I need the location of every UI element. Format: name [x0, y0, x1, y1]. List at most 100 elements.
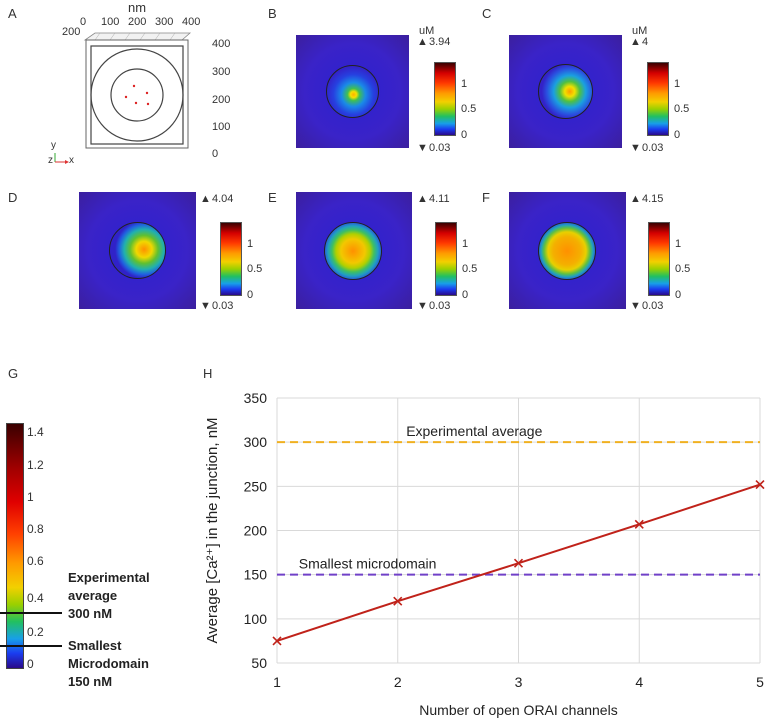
heatmap-max: 3.94	[429, 36, 451, 48]
reference-label-experimental: Experimental average	[406, 423, 542, 439]
smallest-marker-line	[0, 645, 62, 647]
heatmap-min-arrow: ▼	[200, 300, 211, 312]
data-point	[272, 636, 282, 646]
panel-label-c: C	[482, 6, 492, 21]
y-tick-label: 50	[251, 655, 267, 671]
panel-label-f: F	[482, 190, 490, 205]
colorbar-tick: 0.5	[674, 103, 690, 115]
y-tick-label: 300	[244, 434, 268, 450]
panel-a-inner-box	[90, 45, 184, 145]
chart-series	[272, 480, 765, 646]
chart-reference-lines	[277, 441, 760, 576]
colorbar-tick: 0	[674, 129, 681, 141]
experimental-average-label: Experimental average 300 nM	[68, 570, 150, 621]
junction-region	[109, 222, 166, 279]
heatmap-max-arrow: ▲	[417, 36, 428, 48]
heatmap-unit: uM	[632, 25, 648, 37]
heatmap-max-arrow: ▲	[200, 193, 211, 205]
heatmap-image	[296, 192, 412, 309]
panel-a-inner-circle	[110, 68, 164, 122]
x-tick-label: 4	[635, 674, 643, 690]
panel-label-d: D	[8, 190, 18, 205]
heatmap-colorbar	[435, 222, 457, 296]
panel-a-channel	[134, 101, 138, 105]
x-axis-label: Number of open ORAI channels	[419, 702, 617, 718]
junction-region	[326, 65, 379, 118]
y-tick-label: 200	[244, 523, 268, 539]
panel-a-channel	[124, 95, 128, 99]
heatmap-image	[79, 192, 196, 309]
heatmap-colorbar	[434, 62, 456, 136]
panel-a-xtick-400: 400	[182, 16, 201, 28]
heatmap-max: 4.15	[642, 193, 664, 205]
y-tick-label: 150	[244, 567, 268, 583]
panel-label-e: E	[268, 190, 277, 205]
heatmap-image	[296, 35, 409, 148]
junction-region	[538, 64, 593, 119]
heatmap-panel-b: uM ▲ 3.94 1 0.5 0 ▼ 0.03	[290, 20, 500, 160]
colorbar-tick: 1	[675, 238, 682, 250]
panel-a-ytick-0: 0	[212, 148, 219, 160]
x-tick-label: 1	[273, 674, 281, 690]
heatmap-panel-c: uM ▲ 4 1 0.5 0 ▼ 0.03	[503, 20, 713, 160]
experimental-marker-line	[0, 612, 62, 614]
panel-a-axis-z: z	[48, 155, 53, 166]
colorbar-tick: 0.5	[462, 263, 478, 275]
colorbar-tick: 1	[674, 78, 681, 90]
panel-a-axis-x: x	[69, 155, 74, 166]
panel-a-channel	[145, 91, 149, 95]
panel-a-xtick-300: 300	[155, 16, 174, 28]
smallest-microdomain-label: Smallest Microdomain 150 nM	[68, 638, 149, 689]
panel-label-b: B	[268, 6, 277, 21]
heatmap-min-arrow: ▼	[630, 142, 641, 154]
heatmap-colorbar	[647, 62, 669, 136]
heatmap-max-arrow: ▲	[417, 193, 428, 205]
data-point	[393, 596, 403, 606]
heatmap-panel-e: ▲ 4.11 1 0.5 0 ▼ 0.03	[290, 180, 500, 320]
panel-a-ytick-100: 100	[212, 121, 231, 133]
panel-a-channel	[132, 84, 136, 88]
panel-label-a: A	[8, 6, 17, 21]
heatmap-min: 0.03	[429, 142, 451, 154]
colorbar-tick: 1	[27, 490, 34, 504]
panel-label-h: H	[203, 366, 213, 381]
colorbar-tick: 0	[27, 657, 34, 671]
colorbar-tick: 0	[462, 289, 469, 301]
heatmap-min: 0.03	[642, 142, 664, 154]
colorbar-tick: 0	[461, 129, 468, 141]
junction-region	[324, 222, 382, 280]
panel-a-axis-y: y	[51, 140, 56, 151]
heatmap-min-arrow: ▼	[417, 300, 428, 312]
colorbar-tick: 0.8	[27, 522, 44, 536]
panel-a-channel	[146, 102, 150, 106]
data-point	[755, 480, 765, 490]
heatmap-max-arrow: ▲	[630, 36, 641, 48]
heatmap-max: 4.04	[212, 193, 234, 205]
y-tick-label: 100	[244, 611, 268, 627]
panel-a-xtick-0: 0	[80, 16, 87, 28]
colorbar-tick: 0.2	[27, 625, 44, 639]
panel-a-xtick-100: 100	[101, 16, 120, 28]
heatmap-min: 0.03	[642, 300, 664, 312]
x-tick-label: 5	[756, 674, 764, 690]
y-axis-label: Average [Ca²⁺] in the junction, nM	[204, 417, 221, 643]
panel-a-ytick-200: 200	[212, 94, 231, 106]
y-tick-label: 350	[244, 390, 268, 406]
reference-label-smallest: Smallest microdomain	[299, 556, 437, 572]
heatmap-min: 0.03	[212, 300, 234, 312]
panel-a-drawing	[54, 32, 192, 164]
heatmap-panel-f: ▲ 4.15 1 0.5 0 ▼ 0.03	[503, 180, 713, 320]
heatmap-colorbar	[648, 222, 670, 296]
heatmap-min: 0.03	[429, 300, 451, 312]
chart-ticks: 50 100 150 200 250 300 350 1 2 3 4 5	[244, 390, 764, 690]
heatmap-min-arrow: ▼	[417, 142, 428, 154]
colorbar-tick: 1	[462, 238, 469, 250]
heatmap-max: 4.11	[429, 193, 450, 205]
colorbar-tick: 1	[461, 78, 468, 90]
panel-a-xtick-200: 200	[128, 16, 147, 28]
colorbar-tick: 1.4	[27, 425, 44, 439]
junction-region	[538, 222, 596, 280]
panel-a-left-tick: 200	[62, 26, 81, 38]
colorbar-tick: 0.5	[247, 263, 263, 275]
colorbar-tick: 0.4	[27, 591, 44, 605]
